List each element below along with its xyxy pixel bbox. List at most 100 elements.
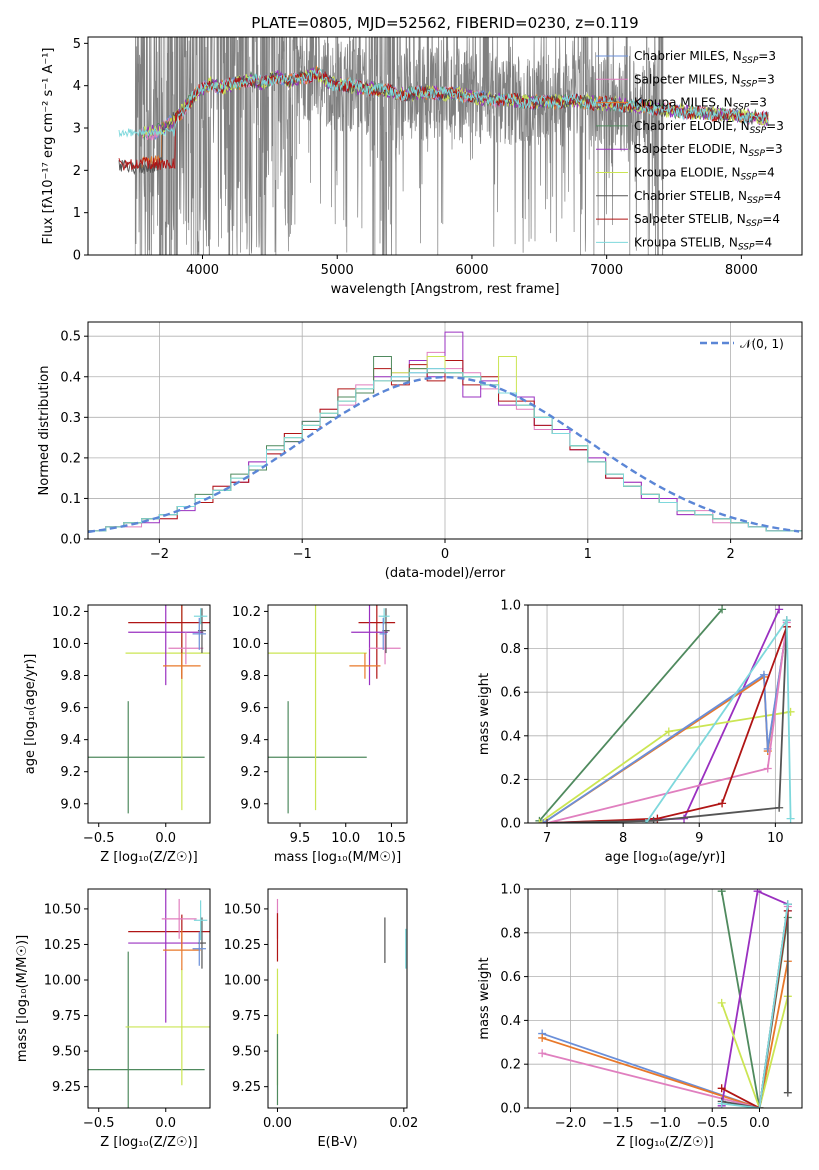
y-tick-label: 9.75 (52, 1009, 81, 1024)
errorbar-point-kroupa-miles (349, 653, 381, 679)
y-tick-label: 1.0 (500, 883, 521, 898)
errorbar-point-salpeter-miles (369, 632, 401, 665)
legend-entry: Salpeter ELODIE, NSSP=3 (634, 142, 783, 159)
plot-area (535, 605, 795, 823)
weight-marker (664, 727, 673, 736)
x-axis-label: E(B-V) (317, 1135, 357, 1150)
x-tick-label: −1.0 (649, 1116, 681, 1131)
y-axis-label: age [log₁₀(age/yr)] (23, 654, 38, 775)
y-tick-label: 10.0 (52, 637, 81, 652)
y-tick-label: 10.25 (44, 938, 81, 953)
errorbar-point-chabrier-elodie (88, 701, 205, 814)
y-tick-label: 9.0 (240, 797, 261, 812)
x-tick-label: 6000 (455, 263, 488, 278)
x-tick-label: 0.0 (749, 1116, 770, 1131)
x-tick-label: 10.0 (331, 831, 360, 846)
legend-entry: Kroupa MILES, NSSP=3 (634, 96, 767, 113)
axes-frame (87, 36, 803, 256)
weight-marker (718, 799, 727, 808)
weight-marker (538, 1049, 547, 1058)
y-tick-label: 10.50 (224, 902, 261, 917)
x-tick-label: 10.5 (377, 831, 406, 846)
weight-marker (718, 605, 727, 614)
weight-marker (717, 998, 726, 1007)
observed-spectrum (134, 37, 664, 255)
y-tick-label: 0.6 (500, 686, 521, 701)
massweight_vs_Z-panel: −2.0 −1.5 −1.0 −0.5 0.0 0.0 0.2 0.4 0.6 0.8 1.0 Z [… (477, 883, 803, 1150)
x-tick-label: 0 (441, 547, 449, 562)
y-tick-label: 0.2 (500, 773, 521, 788)
weight-marker (775, 803, 784, 812)
y-tick-label: 9.2 (60, 765, 81, 780)
plot-area (268, 605, 401, 814)
y-tick-label: 9.50 (52, 1045, 81, 1060)
x-tick-label: 0.02 (389, 1116, 418, 1131)
x-tick-label: 8000 (725, 263, 758, 278)
y-tick-label: 0.4 (500, 729, 521, 744)
y-tick-label: 10.00 (224, 974, 261, 989)
x-axis-label: Z [log₁₀(Z/Z☉)] (616, 1135, 713, 1150)
y-tick-label: 0.5 (60, 330, 81, 345)
y-tick-label: 0.8 (500, 642, 521, 657)
y-tick-label: 10.2 (232, 605, 261, 620)
mass_vs_EBV-panel: 0.00 0.02 9.25 9.50 9.75 10.00 10.25 10.50 E(B-V… (224, 888, 418, 1150)
legend-entry: Salpeter MILES, NSSP=3 (634, 72, 775, 89)
weight-marker (535, 819, 544, 823)
y-tick-label: 4 (73, 79, 81, 94)
x-tick-label: 0.0 (155, 831, 176, 846)
errorbar-point-kroupa-elodie (268, 605, 367, 811)
y-tick-label: 0.4 (500, 1014, 521, 1029)
x-tick-label: 0.0 (155, 1116, 176, 1131)
errorbar-point-salpeter-elodie (351, 605, 388, 686)
weight-series-salpeter-miles (543, 618, 791, 823)
y-tick-label: 0 (73, 249, 81, 264)
y-tick-label: 10.00 (44, 974, 81, 989)
y-tick-label: 9.0 (60, 797, 81, 812)
y-tick-label: 9.6 (240, 701, 261, 716)
y-tick-label: 9.25 (52, 1080, 81, 1095)
weight-marker (753, 889, 762, 896)
x-axis-label: Z [log₁₀(Z/Z☉)] (100, 1135, 197, 1150)
y-tick-label: 0.6 (500, 970, 521, 985)
x-axis-label: Z [log₁₀(Z/Z☉)] (100, 850, 197, 865)
errorbar-point-salpeter-stelib (358, 605, 396, 679)
x-tick-label: 8 (619, 831, 627, 846)
y-tick-label: 0.2 (500, 1058, 521, 1073)
legend-entry: Kroupa STELIB, NSSP=4 (634, 235, 772, 252)
y-tick-label: 0.1 (60, 492, 81, 507)
weight-marker (538, 1033, 547, 1042)
weight-series-chabrier-stelib (543, 616, 791, 823)
axes-frame (267, 888, 408, 1109)
x-tick-label: −1 (293, 547, 312, 562)
y-tick-label: 0.4 (60, 370, 81, 385)
y-tick-label: 9.50 (232, 1045, 261, 1060)
errorbar-point-chabrier-miles (192, 931, 206, 966)
x-tick-label: −0.5 (83, 831, 115, 846)
mass_vs_Z-panel: −0.5 0.0 9.25 9.50 9.75 10.00 10.25 10.50 Z [log… (15, 888, 211, 1150)
errorbar-point-kroupa-stelib (378, 608, 390, 625)
massweight_vs_age-panel: 7 8 9 10 0.0 0.2 0.4 0.6 0.8 1.0 age [log₁₀(age/yr… (477, 599, 803, 865)
plot-area (88, 331, 802, 539)
weight-marker (775, 605, 784, 614)
y-tick-label: 10.50 (44, 902, 81, 917)
residuals-panel: −2 −1 0 1 2 0.0 0.1 0.2 0.3 0.4 0.5 (data-model)/er… (37, 321, 803, 581)
legend-entry: Chabrier STELIB, NSSP=4 (634, 189, 781, 206)
x-tick-label: 4000 (186, 263, 219, 278)
plot-area (118, 37, 769, 255)
weight-marker (717, 889, 726, 896)
x-tick-label: −0.5 (83, 1116, 115, 1131)
weight-marker (763, 764, 772, 773)
y-tick-label: 0.0 (60, 533, 81, 548)
spectrum-panel: 4000 5000 6000 7000 8000 0 1 2 3 4 5 wavelength [An… (41, 36, 803, 297)
axes-frame (87, 888, 211, 1109)
y-tick-label: 0.0 (500, 817, 521, 832)
weight-marker (543, 819, 552, 823)
axes-frame (527, 604, 803, 824)
x-tick-label: 9.5 (290, 831, 311, 846)
y-tick-label: 0.2 (60, 451, 81, 466)
errorbar-point-kroupa-miles (163, 653, 201, 679)
x-tick-label: −2 (150, 547, 169, 562)
y-tick-label: 2 (73, 164, 81, 179)
x-tick-label: 7000 (590, 263, 623, 278)
